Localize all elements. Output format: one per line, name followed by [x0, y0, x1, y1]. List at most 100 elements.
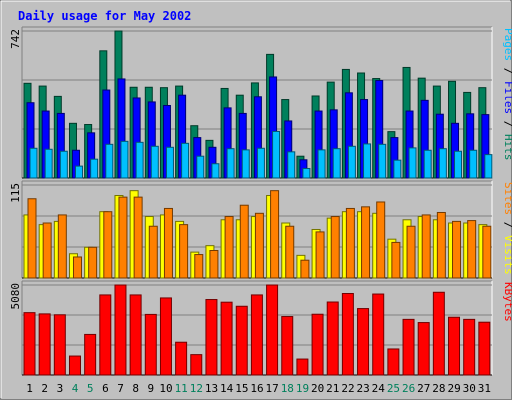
bar-kbytes-day-18: [281, 316, 294, 376]
bar-pages-day-22: [347, 145, 356, 179]
bar-kbytes-day-19: [296, 358, 309, 376]
x-tick-day-19: 19: [296, 382, 309, 395]
chart-title: Daily usage for May 2002: [18, 9, 191, 23]
bar-sites-day-11: [179, 224, 189, 279]
x-tick-day-20: 20: [311, 382, 324, 395]
x-tick-day-12: 12: [190, 382, 203, 395]
bar-pages-day-24: [378, 143, 387, 179]
bar-pages-day-15: [241, 149, 250, 179]
bar-sites-day-18: [285, 225, 295, 279]
bar-sites-day-7: [118, 196, 128, 279]
bar-kbytes-day-7: [114, 284, 127, 376]
bar-sites-day-13: [209, 250, 219, 279]
bar-sites-day-3: [57, 214, 67, 279]
x-tick-day-2: 2: [41, 382, 48, 395]
bar-kbytes-day-12: [190, 354, 203, 376]
bar-sites-day-31: [482, 225, 492, 279]
bar-kbytes-day-6: [99, 294, 112, 376]
bar-sites-day-14: [224, 216, 234, 279]
bar-pages-day-7: [120, 140, 129, 179]
bar-sites-day-20: [315, 231, 325, 279]
bar-kbytes-day-5: [84, 333, 97, 376]
legend-visits: Visits: [502, 235, 512, 275]
bar-kbytes-day-9: [144, 313, 157, 376]
bar-sites-day-1: [27, 198, 37, 279]
bar-pages-day-3: [59, 150, 68, 179]
x-tick-day-16: 16: [250, 382, 263, 395]
bar-sites-day-10: [163, 207, 173, 279]
bar-kbytes-day-29: [448, 316, 461, 376]
x-tick-day-14: 14: [220, 382, 234, 395]
bar-sites-day-12: [194, 254, 204, 279]
bar-pages-day-30: [469, 149, 478, 179]
legend-files: Files: [502, 81, 512, 114]
x-tick-day-31: 31: [478, 382, 491, 395]
series-sites: [27, 190, 492, 279]
bar-kbytes-day-10: [159, 297, 172, 376]
bar-pages-day-18: [287, 151, 296, 179]
bar-pages-day-12: [196, 155, 205, 179]
bar-sites-day-19: [300, 259, 310, 279]
bar-sites-day-15: [239, 204, 249, 279]
bar-sites-day-5: [88, 246, 98, 279]
panel-hits: 742 Pages / Files / Hits: [9, 26, 512, 179]
bar-pages-day-23: [363, 143, 372, 179]
bar-kbytes-day-17: [266, 284, 279, 376]
bar-kbytes-day-26: [402, 318, 415, 376]
bar-kbytes-day-13: [205, 299, 218, 376]
x-tick-day-9: 9: [148, 382, 155, 395]
x-tick-day-25: 25: [387, 382, 400, 395]
x-tick-day-5: 5: [87, 382, 94, 395]
x-tick-day-17: 17: [266, 382, 279, 395]
legend-hits: Hits: [502, 134, 512, 161]
x-tick-day-8: 8: [132, 382, 139, 395]
panel-visits: 115 Sites / Visits: [9, 180, 512, 279]
bar-pages-day-1: [29, 147, 38, 179]
bar-pages-day-13: [211, 163, 220, 179]
bar-kbytes-day-15: [235, 305, 248, 376]
bar-sites-day-6: [103, 211, 113, 279]
x-tick-day-13: 13: [205, 382, 218, 395]
x-tick-day-6: 6: [102, 382, 109, 395]
bar-pages-day-21: [332, 148, 341, 179]
legend-separator: /: [502, 114, 512, 134]
bar-pages-day-8: [135, 141, 144, 179]
legend-separator: /: [502, 215, 512, 235]
x-tick-day-23: 23: [357, 382, 370, 395]
bar-kbytes-day-11: [175, 341, 188, 376]
bar-sites-day-22: [345, 207, 355, 279]
bar-pages-day-6: [105, 143, 114, 179]
bar-kbytes-day-31: [478, 321, 491, 376]
bar-kbytes-day-8: [129, 294, 142, 376]
bar-sites-day-2: [42, 222, 52, 279]
bar-kbytes-day-27: [417, 322, 430, 376]
x-tick-day-10: 10: [159, 382, 172, 395]
x-tick-day-24: 24: [372, 382, 386, 395]
bar-kbytes-day-20: [311, 313, 324, 376]
bar-pages-day-11: [181, 142, 190, 179]
bar-sites-day-24: [376, 201, 386, 279]
y-max-label: 115: [9, 183, 22, 203]
x-tick-day-27: 27: [417, 382, 430, 395]
bar-sites-day-9: [148, 225, 158, 279]
bar-pages-day-14: [226, 148, 235, 179]
x-tick-day-4: 4: [72, 382, 79, 395]
x-tick-day-21: 21: [326, 382, 339, 395]
bar-pages-day-19: [302, 167, 311, 179]
bar-kbytes-day-24: [372, 293, 385, 376]
y-max-label: 5080: [9, 283, 22, 310]
bar-kbytes-day-23: [357, 308, 370, 376]
bar-sites-day-29: [452, 220, 462, 279]
x-tick-day-7: 7: [117, 382, 124, 395]
bar-sites-day-4: [72, 256, 82, 279]
bar-sites-day-26: [406, 225, 416, 279]
x-tick-day-30: 30: [463, 382, 476, 395]
bar-pages-day-20: [317, 149, 326, 179]
bar-pages-day-26: [408, 147, 417, 179]
bar-sites-day-8: [133, 196, 143, 279]
bar-pages-day-29: [454, 150, 463, 179]
panel-kbytes: 5080 KBytes: [9, 280, 512, 376]
bar-pages-day-5: [90, 158, 99, 179]
x-tick-day-18: 18: [281, 382, 294, 395]
bar-kbytes-day-1: [23, 312, 36, 376]
